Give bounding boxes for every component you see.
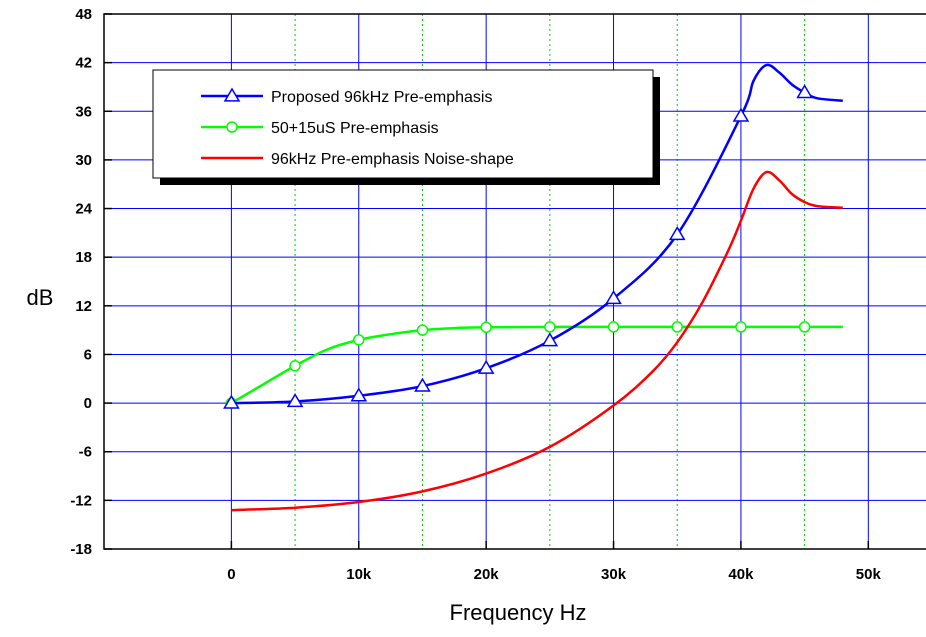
- legend: Proposed 96kHz Pre-emphasis 50+15uS Pre-e…: [152, 69, 660, 185]
- triangle-marker: [350, 387, 368, 402]
- triangle-marker: [477, 359, 495, 374]
- circle-marker: [607, 321, 620, 333]
- y-tick-label: 30: [75, 152, 92, 169]
- triangle-marker: [223, 394, 240, 409]
- y-axis-label: dB: [27, 285, 54, 310]
- legend-entry-label: 96kHz Pre-emphasis Noise-shape: [271, 151, 514, 168]
- triangle-marker: [605, 290, 622, 305]
- plot-frame: [103, 13, 926, 550]
- triangle-marker: [286, 392, 304, 408]
- y-tick-label: 0: [84, 395, 92, 412]
- y-tick-label: 6: [84, 346, 92, 363]
- triangle-marker: [223, 87, 241, 102]
- circle-marker: [480, 321, 492, 334]
- y-tick-label: 36: [75, 103, 92, 120]
- y-tick-label: 48: [75, 6, 92, 23]
- circle-marker: [289, 360, 301, 372]
- triangle-marker: [414, 377, 431, 392]
- y-tick-label: 24: [75, 201, 92, 218]
- x-tick-label: 0: [227, 566, 235, 583]
- x-tick-label: 10k: [346, 566, 372, 583]
- series-line: [231, 63, 843, 405]
- y-tick-label: 18: [75, 249, 92, 266]
- legend-entry-label: 50+15uS Pre-emphasis: [271, 120, 439, 137]
- grid: [103, 13, 926, 550]
- series-2: [231, 170, 843, 512]
- triangle-marker: [796, 84, 813, 99]
- series-line: [230, 325, 843, 405]
- legend-entry-label: Proposed 96kHz Pre-emphasis: [271, 89, 492, 106]
- series-line: [231, 170, 843, 512]
- series-1: [225, 321, 843, 409]
- circle-marker: [671, 321, 683, 333]
- y-tick-label: 12: [75, 298, 92, 315]
- circle-marker: [735, 321, 747, 333]
- x-axis-label: Frequency Hz: [450, 600, 587, 625]
- circle-marker: [798, 321, 811, 333]
- series-0: [223, 63, 843, 409]
- circle-marker: [416, 324, 429, 336]
- x-tick-label: 50k: [856, 566, 882, 583]
- triangle-marker: [732, 107, 750, 122]
- series-group: [223, 63, 843, 512]
- x-tick-label: 30k: [601, 566, 627, 583]
- triangle-marker: [668, 226, 686, 241]
- circle-marker: [226, 121, 238, 133]
- y-tick-label: -12: [70, 492, 92, 509]
- y-tick-label: 42: [75, 55, 92, 72]
- circle-marker: [353, 334, 365, 346]
- y-tick-label: -6: [79, 444, 92, 461]
- x-tick-label: 20k: [474, 566, 500, 583]
- axis-ticks: 0 10k 20k 30k 40k 50k -18 -12 -6 0 6 12 18 24 30 36 42 48: [70, 6, 881, 583]
- circle-marker: [544, 321, 556, 333]
- x-tick-label: 40k: [728, 566, 754, 583]
- triangle-marker: [541, 332, 559, 347]
- y-tick-label: -18: [70, 541, 92, 558]
